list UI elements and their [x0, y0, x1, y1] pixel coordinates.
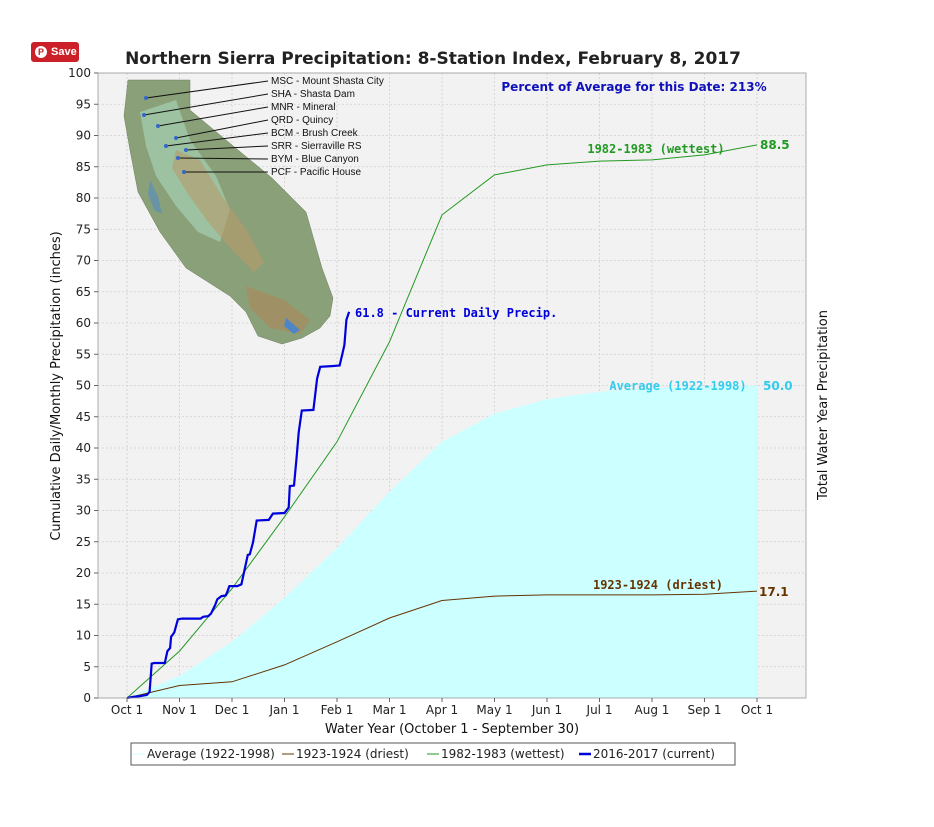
station-marker	[144, 96, 148, 100]
station-leader-line	[157, 106, 269, 127]
station-label: BCM - Brush Creek	[271, 128, 359, 139]
y-tick-label: 85	[76, 160, 91, 174]
series-end-label: 50.0	[763, 379, 793, 393]
station-marker	[164, 144, 168, 148]
y-tick-label: 80	[76, 191, 91, 205]
y-tick-label: 0	[83, 691, 91, 705]
chart-legend: Average (1922-1998) 1923-1924 (driest) 198…	[130, 742, 736, 766]
series-curve-label: 61.8 - Current Daily Precip.	[355, 306, 557, 320]
station-leader-line	[185, 145, 269, 151]
station-marker	[184, 148, 188, 152]
station-marker	[142, 113, 146, 117]
series-line-3	[126, 311, 351, 700]
legend-entry: 2016-2017 (current)	[593, 747, 715, 761]
percent-of-average-annotation: Percent of Average for this Date: 213%	[501, 80, 766, 94]
station-marker	[182, 170, 186, 174]
legend-entry: Average (1922-1998)	[147, 747, 275, 761]
y-tick-label: 90	[76, 129, 91, 143]
x-tick-label: May 1	[476, 703, 512, 717]
x-tick-label: Oct 1	[741, 703, 773, 717]
x-tick-label: Jul 1	[586, 703, 613, 717]
y-tick-label: 40	[76, 441, 91, 455]
save-button-label: Save	[51, 46, 77, 58]
x-axis-label: Water Year (October 1 - September 30)	[325, 722, 579, 737]
station-label: MNR - Mineral	[271, 102, 335, 113]
pinterest-icon: P	[35, 46, 47, 58]
y-tick-label: 10	[76, 629, 91, 643]
y-tick-label: 50	[76, 379, 91, 393]
y-tick-label: 95	[76, 97, 91, 111]
y-tick-label: 45	[76, 410, 91, 424]
legend-entry: 1923-1924 (driest)	[296, 747, 409, 761]
x-tick-label: Aug 1	[635, 703, 670, 717]
x-tick-label: Oct 1	[111, 703, 143, 717]
y-tick-label: 75	[76, 222, 91, 236]
x-tick-label: Dec 1	[215, 703, 250, 717]
series-end-label: 17.1	[759, 585, 789, 599]
x-tick-label: Mar 1	[372, 703, 406, 717]
y-tick-label: 70	[76, 254, 91, 268]
y-tick-label: 15	[76, 597, 91, 611]
y-tick-label: 35	[76, 472, 91, 486]
station-leader-line	[145, 80, 269, 99]
series-line-2	[126, 144, 758, 699]
x-tick-label: Nov 1	[162, 703, 197, 717]
y-axis-label: Cumulative Daily/Monthly Precipitation (…	[49, 231, 64, 540]
legend-entry: 1982-1983 (wettest)	[441, 747, 565, 761]
station-label: SRR - Sierraville RS	[271, 141, 362, 152]
x-tick-label: Jan 1	[269, 703, 300, 717]
average-area-layer	[127, 385, 757, 698]
right-axis-label: Total Water Year Precipitation	[816, 310, 831, 501]
series-curve-label: Average (1922-1998)	[609, 379, 746, 393]
x-tick-label: Apr 1	[426, 703, 458, 717]
x-tick-label: Jun 1	[531, 703, 562, 717]
station-label: MSC - Mount Shasta City	[271, 76, 384, 87]
average-area	[127, 385, 757, 698]
series-line-1	[126, 590, 758, 699]
y-tick-label: 25	[76, 535, 91, 549]
y-tick-label: 100	[68, 66, 91, 80]
y-tick-label: 5	[83, 660, 91, 674]
station-leader-line	[175, 119, 269, 139]
station-label: PCF - Pacific House	[271, 167, 361, 178]
y-tick-label: 30	[76, 504, 91, 518]
save-button[interactable]: P Save	[31, 42, 79, 62]
x-tick-label: Feb 1	[321, 703, 354, 717]
series-end-label: 88.5	[760, 138, 790, 152]
station-label: QRD - Quincy	[271, 115, 333, 126]
station-leader-line	[177, 157, 269, 160]
y-tick-label: 65	[76, 285, 91, 299]
station-label: BYM - Blue Canyon	[271, 154, 359, 165]
station-label: SHA - Shasta Dam	[271, 89, 355, 100]
series-curve-label: 1982-1983 (wettest)	[587, 142, 724, 156]
station-marker	[176, 156, 180, 160]
station-leader-line	[143, 93, 269, 116]
station-marker	[174, 136, 178, 140]
station-labels: MSC - Mount Shasta City SHA - Shasta Dam M…	[142, 76, 384, 178]
series-curve-label: 1923-1924 (driest)	[593, 578, 723, 592]
chart-title: Northern Sierra Precipitation: 8-Station…	[125, 49, 741, 69]
y-tick-label: 20	[76, 566, 91, 580]
station-marker	[156, 124, 160, 128]
station-leader-line	[165, 132, 269, 147]
y-tick-label: 60	[76, 316, 91, 330]
y-tick-label: 55	[76, 347, 91, 361]
x-tick-label: Sep 1	[687, 703, 721, 717]
